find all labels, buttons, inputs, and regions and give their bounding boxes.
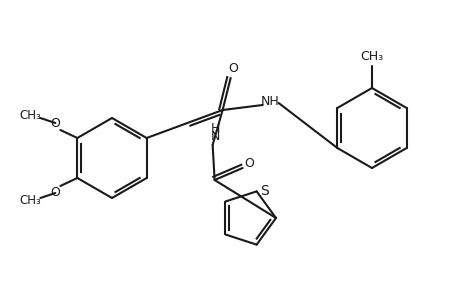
Text: N: N	[211, 130, 220, 142]
Text: CH₃: CH₃	[360, 50, 383, 62]
Text: CH₃: CH₃	[19, 109, 41, 122]
Text: O: O	[50, 116, 60, 130]
Text: O: O	[50, 187, 60, 200]
Text: CH₃: CH₃	[19, 194, 41, 208]
Text: O: O	[228, 61, 238, 74]
Text: S: S	[260, 184, 269, 198]
Text: O: O	[244, 157, 254, 169]
Text: NH: NH	[260, 94, 279, 107]
Text: H: H	[211, 122, 220, 134]
